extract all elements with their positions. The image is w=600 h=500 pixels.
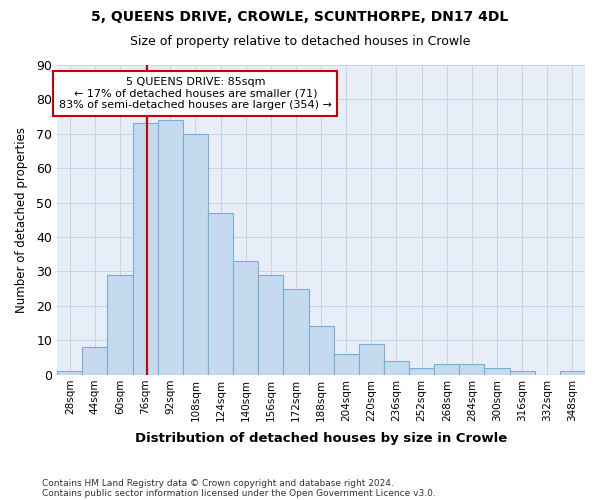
Bar xyxy=(384,361,409,374)
X-axis label: Distribution of detached houses by size in Crowle: Distribution of detached houses by size … xyxy=(135,432,507,445)
Bar xyxy=(409,368,434,374)
Text: Contains public sector information licensed under the Open Government Licence v3: Contains public sector information licen… xyxy=(42,488,436,498)
Bar xyxy=(183,134,208,374)
Bar xyxy=(107,275,133,374)
Text: 5, QUEENS DRIVE, CROWLE, SCUNTHORPE, DN17 4DL: 5, QUEENS DRIVE, CROWLE, SCUNTHORPE, DN1… xyxy=(91,10,509,24)
Text: Contains HM Land Registry data © Crown copyright and database right 2024.: Contains HM Land Registry data © Crown c… xyxy=(42,478,394,488)
Bar xyxy=(82,347,107,374)
Bar xyxy=(560,371,585,374)
Bar xyxy=(460,364,484,374)
Bar xyxy=(308,326,334,374)
Y-axis label: Number of detached properties: Number of detached properties xyxy=(15,127,28,313)
Bar xyxy=(484,368,509,374)
Bar xyxy=(283,288,308,374)
Bar xyxy=(509,371,535,374)
Bar xyxy=(233,261,258,374)
Text: 5 QUEENS DRIVE: 85sqm
← 17% of detached houses are smaller (71)
83% of semi-deta: 5 QUEENS DRIVE: 85sqm ← 17% of detached … xyxy=(59,77,332,110)
Bar xyxy=(158,120,183,374)
Bar xyxy=(359,344,384,374)
Bar xyxy=(334,354,359,374)
Bar xyxy=(133,124,158,374)
Bar xyxy=(57,371,82,374)
Bar xyxy=(258,275,283,374)
Bar xyxy=(208,213,233,374)
Text: Size of property relative to detached houses in Crowle: Size of property relative to detached ho… xyxy=(130,35,470,48)
Bar xyxy=(434,364,460,374)
